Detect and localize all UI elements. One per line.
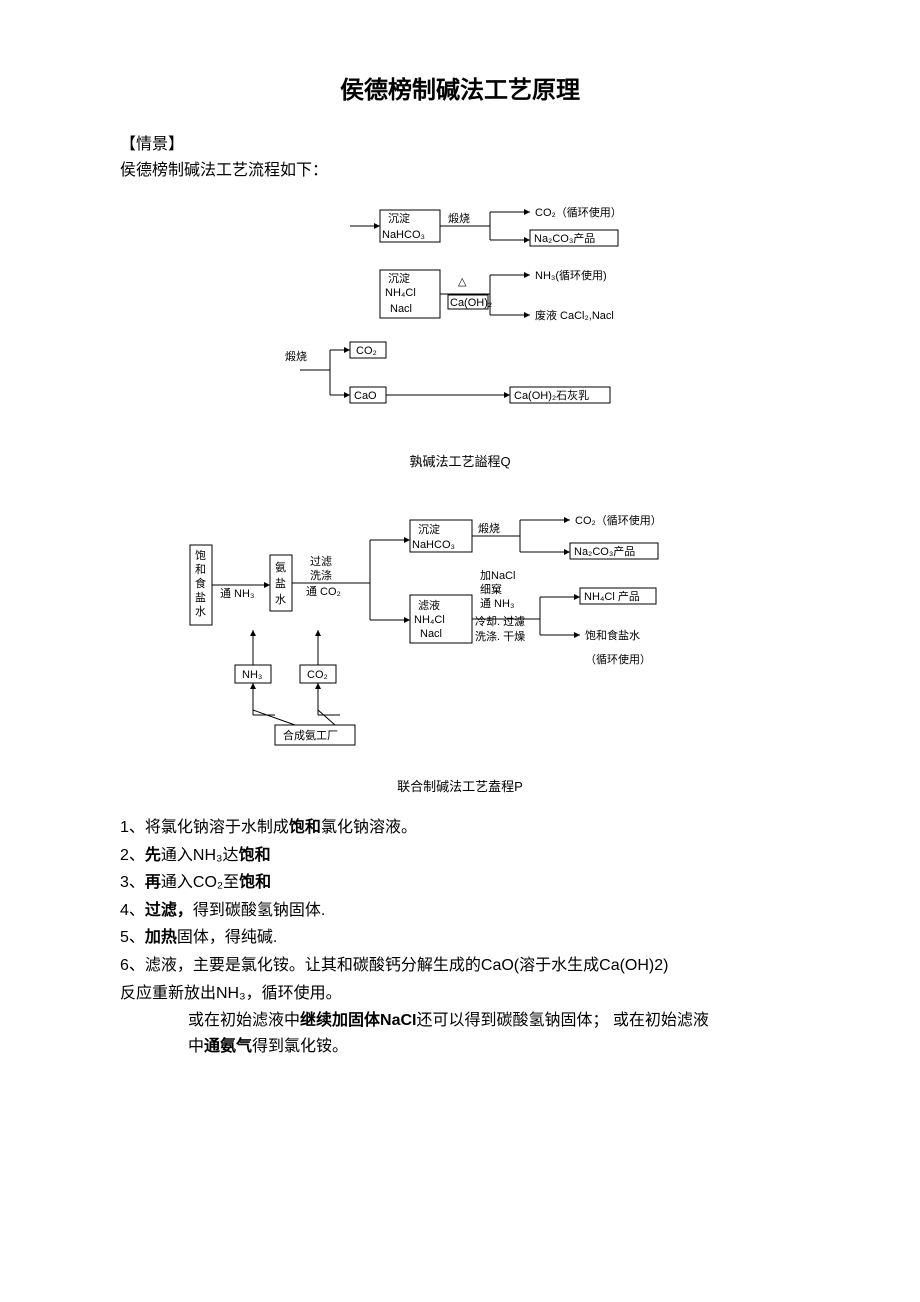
step-5: 5、加热固体，得纯碱. — [120, 925, 840, 951]
d2-boxC-op: 煅烧 — [478, 521, 500, 535]
step-4: 4、过滤，得到碳酸氢钠固体. — [120, 898, 840, 924]
d2-boxA-c3: 食 — [195, 576, 206, 590]
step-1: 1、将氯化钠溶于水制成饱和氯化钠溶液。 — [120, 815, 840, 841]
step-1-pre: 将氯化钠溶于水制成 — [145, 819, 289, 836]
step-2-post: 通入NH₃达 — [161, 847, 239, 864]
scenario-label: 【情景】 — [120, 130, 840, 154]
d1-box3a: CO₂ — [356, 345, 377, 357]
d2-opB3: 通 CO₂ — [306, 585, 341, 598]
step-tail1: 反应重新放出NH₃，循环使用。 — [120, 981, 840, 1007]
d2-opD1: 加NaCl — [480, 569, 515, 582]
d1-box3-label: 煅烧 — [285, 349, 307, 363]
step-6: 6、滤液，主要是氯化铵。让其和碳酸钙分解生成的CaO(溶于水生成Ca(OH)2) — [120, 953, 840, 979]
d1-box1-l1: 沉淀 — [388, 211, 410, 225]
step-6-pre: 滤液，主要是氯化铵。让其和碳酸钙分解生成的CaO(溶于水生成Ca(OH)2) — [145, 957, 669, 974]
step-4-bold: 过滤， — [145, 902, 193, 919]
step-4-num: 4、 — [120, 902, 145, 919]
step-6-num: 6、 — [120, 957, 145, 974]
d1-box1-op: 煅烧 — [448, 211, 470, 225]
d2-outC1: CO₂（循环使用） — [575, 514, 662, 527]
step-5-num: 5、 — [120, 929, 145, 946]
d2-boxC-l2: NaHCO₃ — [412, 539, 455, 551]
step-4-post: 得到碳酸氢钠固体. — [193, 902, 325, 919]
d1-out3: NH₃(循环使用) — [535, 269, 607, 282]
d2-boxB-c1: 氨 — [275, 561, 286, 574]
step-3-bold: 再 — [145, 874, 161, 891]
step-2-bold: 先 — [145, 847, 161, 864]
step-tail2-pre: 或在初始滤液中 — [188, 1012, 300, 1029]
d1-box2-op1: △ — [458, 276, 467, 288]
diagram-2: 饱 和 食 盐 水 通 NH₃ 氨 盐 水 过滤 洗涤 通 CO₂ 沉淀 NaH… — [180, 485, 740, 765]
diagram-1-container: 沉淀 NaHCO₃ 煅烧 CO₂（循环使用） Na₂CO₃产品 沉淀 NH₄Cl… — [80, 200, 840, 470]
step-5-post: 固体，得纯碱. — [177, 929, 277, 946]
d2-boxG: 合成氨工厂 — [283, 728, 338, 742]
d2-boxB-c3: 水 — [275, 593, 286, 606]
step-tail3-pre: 中 — [188, 1038, 204, 1055]
page-title: 侯德榜制碱法工艺原理 — [80, 70, 840, 105]
step-3-bold2: 饱和 — [239, 874, 271, 891]
diagram-2-container: 饱 和 食 盐 水 通 NH₃ 氨 盐 水 过滤 洗涤 通 CO₂ 沉淀 NaH… — [80, 485, 840, 795]
step-tail3: 中通氨气得到氯化铵。 — [188, 1034, 840, 1060]
d2-boxD-l1: 滤液 — [418, 598, 440, 612]
step-tail3-bold: 通氨气 — [204, 1038, 252, 1055]
d2-boxD-l3: Nacl — [420, 628, 442, 640]
diagram-1-caption: 孰碱法工艺謚程Q — [80, 451, 840, 470]
d1-out2: Na₂CO₃产品 — [534, 231, 595, 245]
d1-out1: CO₂（循环使用） — [535, 206, 622, 219]
d2-boxA-c1: 饱 — [195, 548, 206, 562]
d2-boxF: CO₂ — [307, 669, 328, 681]
step-1-bold: 饱和 — [289, 819, 321, 836]
step-1-post: 氯化钠溶液。 — [321, 819, 417, 836]
d1-box3-out: Ca(OH)₂石灰乳 — [514, 388, 589, 402]
d2-opD4: 冷却. 过濾 — [475, 614, 525, 628]
d2-boxD-l2: NH₄Cl — [414, 614, 445, 626]
d2-outD3: （循环使用） — [585, 653, 651, 666]
d2-boxB-c2: 盐 — [275, 577, 286, 590]
step-tail3-post: 得到氯化铵。 — [252, 1038, 348, 1055]
step-2: 2、先通入NH₃达饱和 — [120, 843, 840, 869]
step-5-bold: 加热 — [145, 929, 177, 946]
d2-boxA-c2: 和 — [195, 563, 206, 576]
step-tail2-post: 还可以得到碳酸氢钠固体； 或在初始滤液 — [416, 1012, 708, 1029]
d2-opD5: 洗涤. 干燥 — [475, 629, 525, 643]
step-1-num: 1、 — [120, 819, 145, 836]
step-3: 3、再通入CO₂至饱和 — [120, 870, 840, 896]
step-3-post: 通入CO₂至 — [161, 874, 239, 891]
d1-out4: 废液 CaCl₂,Nacl — [535, 308, 614, 322]
d2-opB1: 过滤 — [310, 555, 332, 568]
d2-opD2: 细窠 — [480, 582, 502, 596]
step-tail2: 或在初始滤液中继续加固体NaCI还可以得到碳酸氢钠固体； 或在初始滤液 — [188, 1008, 840, 1034]
d2-boxA-c5: 水 — [195, 605, 206, 618]
d2-opD3: 通 NH₃ — [480, 597, 514, 610]
steps-list: 1、将氯化钠溶于水制成饱和氯化钠溶液。 2、先通入NH₃达饱和 3、再通入CO₂… — [120, 815, 840, 1059]
step-tail2-bold: 继续加固体NaCI — [300, 1012, 416, 1029]
step-2-num: 2、 — [120, 847, 145, 864]
d2-arrA: 通 NH₃ — [220, 587, 254, 600]
d1-box2-l1: 沉淀 — [388, 271, 410, 285]
d1-box3b: CaO — [354, 390, 377, 402]
d1-box1-l2: NaHCO₃ — [382, 229, 425, 241]
d2-boxE: NH₃ — [242, 669, 262, 681]
d1-box2-l3: Nacl — [390, 303, 412, 315]
diagram-2-caption: 联合制碱法工艺盍程P — [80, 776, 840, 795]
d2-outD2: 饱和食盐水 — [585, 628, 640, 642]
step-2-bold2: 饱和 — [239, 847, 271, 864]
d2-outD1: NH₄Cl 产品 — [584, 589, 640, 603]
step-3-num: 3、 — [120, 874, 145, 891]
d2-boxC-l1: 沉淀 — [418, 522, 440, 536]
d2-outC2: Na₂CO₃产品 — [574, 544, 635, 558]
d1-box2-op2: Ca(OH)₂ — [450, 297, 492, 309]
diagram-1: 沉淀 NaHCO₃ 煅烧 CO₂（循环使用） Na₂CO₃产品 沉淀 NH₄Cl… — [230, 200, 690, 440]
scenario-text: 侯德榜制碱法工艺流程如下： — [120, 156, 840, 180]
d1-box2-l2: NH₄Cl — [385, 287, 416, 299]
d2-boxA-c4: 盐 — [195, 591, 206, 604]
d2-opB2: 洗涤 — [310, 568, 332, 582]
